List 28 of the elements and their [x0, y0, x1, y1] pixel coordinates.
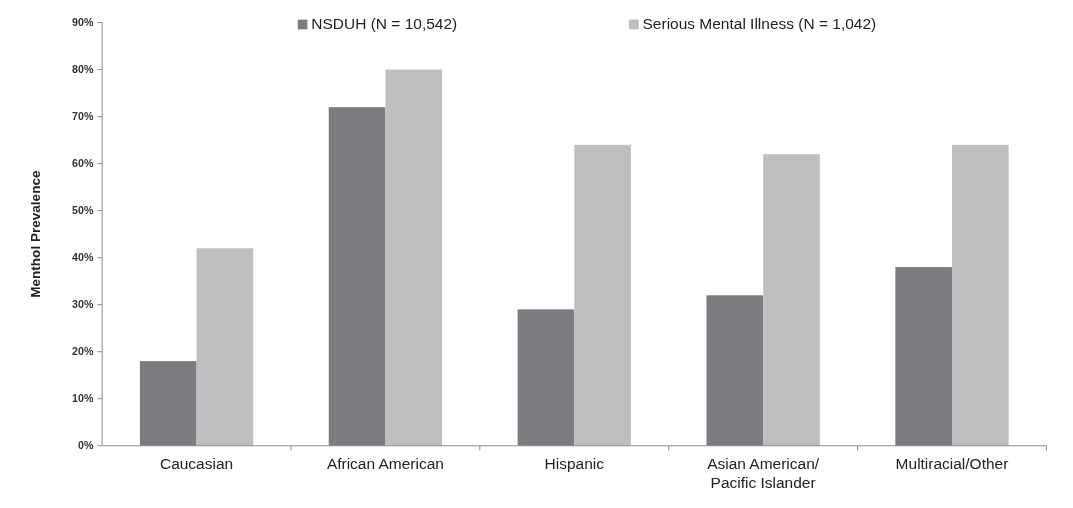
y-tick-label: 80% [72, 63, 94, 76]
bar [385, 69, 443, 446]
y-tick-label: 0% [78, 439, 94, 452]
bar [574, 144, 631, 446]
y-axis-title: Menthol Prevalence [28, 170, 44, 298]
bar [139, 361, 197, 446]
bar [517, 309, 575, 446]
bar [895, 267, 952, 446]
y-tick-label: 30% [72, 298, 94, 311]
x-tick-label: Multiracial/Other [895, 455, 1009, 473]
bar [328, 107, 386, 446]
legend-label: Serious Mental Illness (N = 1,042) [642, 15, 877, 33]
y-tick-label: 60% [72, 157, 94, 170]
x-tick-label: Hispanic [544, 455, 605, 473]
x-tick-label: Asian American/Pacific Islander [707, 455, 820, 492]
y-tick-label: 40% [72, 251, 94, 264]
y-tick-label: 90% [72, 16, 94, 29]
x-tick-label: Caucasian [159, 455, 234, 473]
bar [763, 154, 820, 446]
bar [951, 144, 1009, 446]
bar [706, 295, 764, 446]
y-tick-label: 50% [72, 204, 94, 217]
y-tick-label: 10% [72, 392, 94, 405]
x-tick-label: African American [326, 455, 444, 473]
y-tick-label: 70% [72, 110, 94, 123]
y-tick-label: 20% [72, 345, 94, 358]
bar [196, 248, 254, 446]
legend-label: NSDUH (N = 10,542) [311, 15, 458, 33]
